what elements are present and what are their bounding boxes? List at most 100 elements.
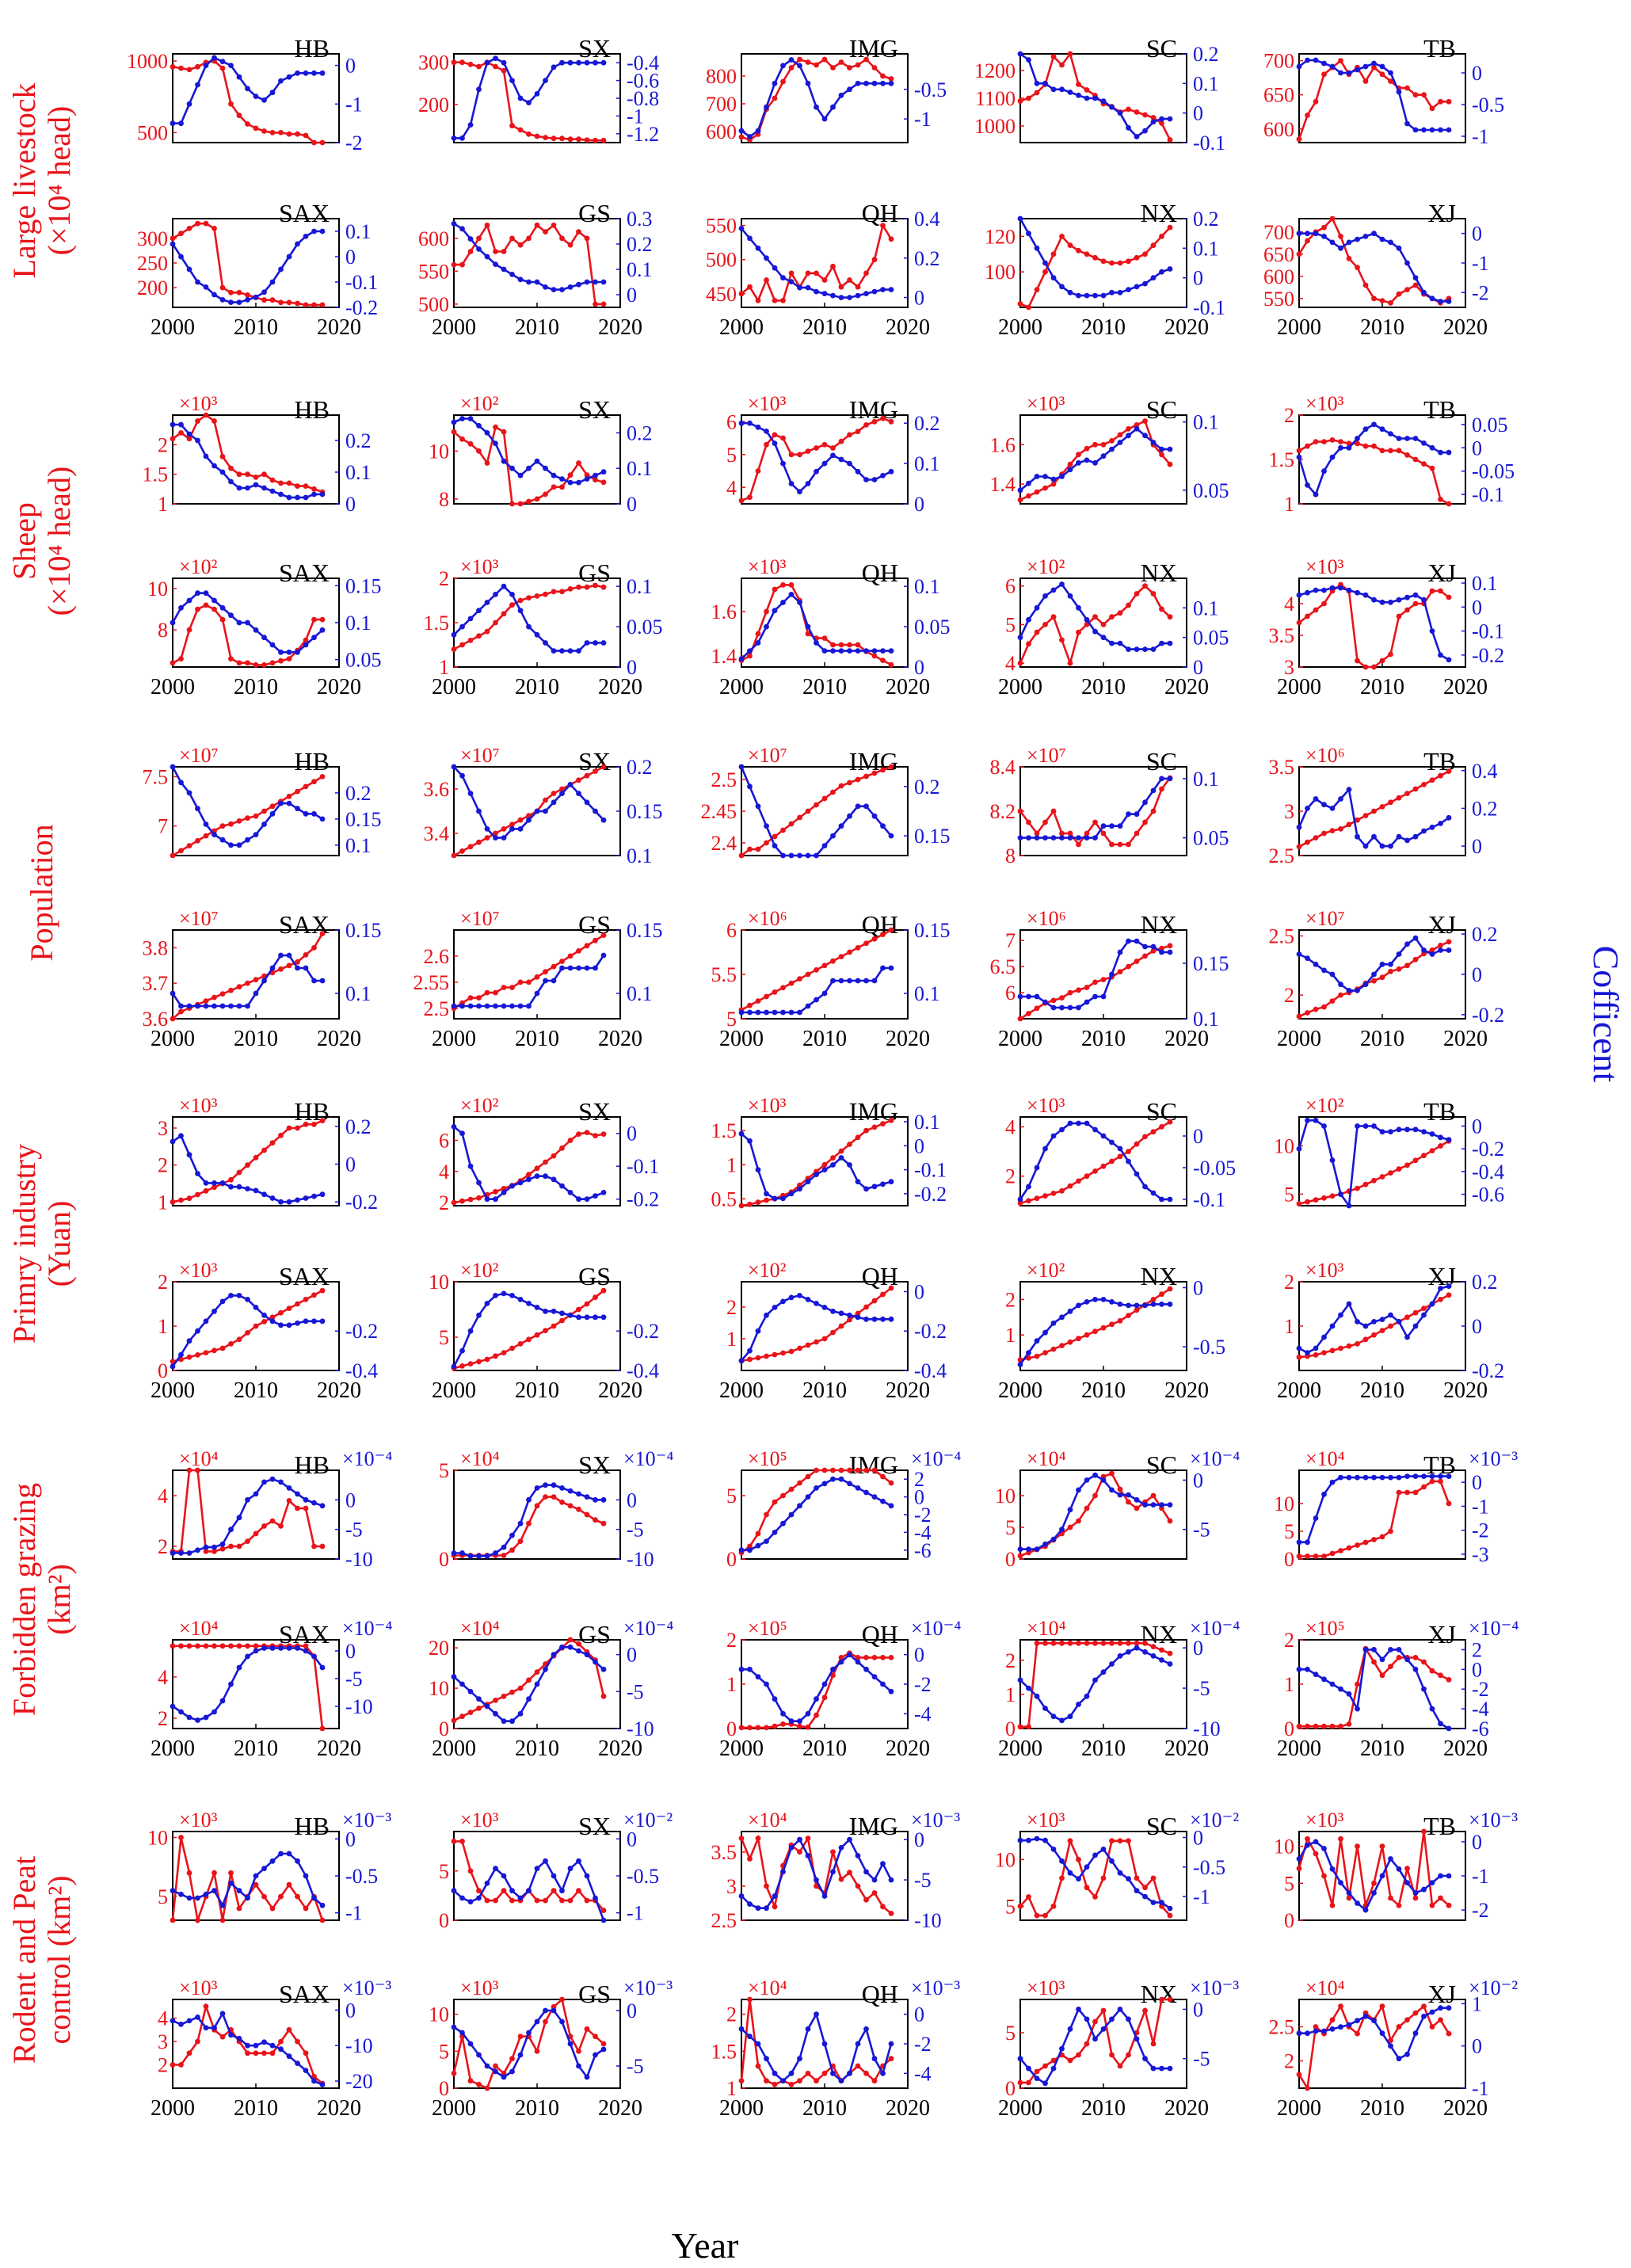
y-right-tick-label: -10 — [1193, 1717, 1221, 1740]
series-point-right — [1109, 104, 1115, 110]
series-point-left — [1379, 1843, 1385, 1850]
y-right-tick-label: -0.8 — [627, 87, 659, 110]
panel-frame — [172, 1469, 340, 1560]
series-point-left — [780, 1350, 786, 1356]
series-point-right — [780, 2078, 786, 2084]
series-point-left — [467, 844, 474, 850]
y-left-tick-label: 10 — [147, 1826, 168, 1849]
series-point-right — [451, 1124, 457, 1130]
series-point-left — [764, 1883, 769, 1889]
y-left-tick-label: 1 — [158, 493, 168, 516]
x-tick-label: 2000 — [998, 315, 1042, 340]
y-left-tick-label: 4 — [158, 2007, 168, 2030]
series-point-right — [543, 1308, 548, 1314]
series-point-left — [278, 1893, 284, 1900]
series-point-right — [1117, 1653, 1123, 1659]
series-point-left — [269, 660, 276, 666]
series-point-left — [1296, 1201, 1302, 1206]
series-point-left — [269, 2050, 276, 2056]
y-left-tick-label: 8.4 — [990, 756, 1016, 779]
series-point-right — [1167, 1196, 1173, 1203]
series-point-right — [830, 1476, 836, 1482]
y-left-tick-label: 5 — [726, 444, 737, 467]
series-point-right — [543, 978, 548, 984]
series-point-left — [1412, 2010, 1419, 2016]
series-point-right — [1355, 1706, 1360, 1712]
series-point-right — [1026, 57, 1031, 63]
series-point-right — [253, 1187, 259, 1194]
series-point-right — [559, 1485, 565, 1491]
y-right-multiplier: ×10⁻⁴ — [1190, 1617, 1240, 1640]
y-right-tick-label: 0.1 — [1193, 768, 1219, 791]
x-tick-label: 2000 — [998, 1378, 1042, 1403]
panel-frame — [453, 1469, 621, 1560]
series-point-left — [576, 2048, 581, 2054]
series-point-right — [311, 2078, 317, 2084]
series-point-right — [788, 57, 795, 63]
series-point-right — [203, 2025, 209, 2031]
y-right-tick-label: 0.05 — [1193, 827, 1229, 850]
series-point-left — [747, 1725, 753, 1731]
series-point-right — [245, 1653, 250, 1660]
right-axis-title: Cofficent — [1586, 946, 1626, 1083]
series-point-left — [780, 78, 786, 85]
series-point-left — [509, 123, 515, 129]
series-point-left — [228, 987, 234, 993]
y-left-multiplier: ×10² — [460, 392, 499, 415]
y-left-tick-label: 4 — [1005, 1115, 1016, 1138]
series-point-left — [1109, 614, 1115, 620]
series-point-left — [1117, 1153, 1123, 1160]
series-point-right — [1296, 2030, 1302, 2037]
y-left-tick-label: 500 — [137, 121, 168, 144]
series-point-left — [855, 62, 861, 68]
series-point-right — [1067, 467, 1073, 473]
y-right-tick-label: -0.6 — [627, 70, 659, 93]
series-point-right — [1084, 292, 1090, 299]
series-point-left — [1438, 98, 1443, 105]
series-point-right — [1404, 2051, 1410, 2057]
series-point-left — [1429, 777, 1435, 783]
series-point-left — [880, 1291, 886, 1298]
series-point-left — [261, 808, 267, 814]
series-point-left — [219, 1917, 226, 1923]
series-point-right — [1296, 63, 1302, 70]
y-left-tick-label: 800 — [706, 65, 737, 88]
series-point-left — [1142, 2007, 1148, 2014]
y-right-tick-label: 0 — [1472, 223, 1482, 246]
series-point-right — [526, 1003, 532, 1009]
series-point-left — [821, 56, 828, 63]
series-point-right — [1296, 1666, 1302, 1672]
series-point-left — [584, 2026, 590, 2032]
y-left-tick-label: 1100 — [975, 87, 1016, 110]
series-point-right — [228, 1003, 234, 1009]
panel-frame — [1019, 1469, 1187, 1560]
series-point-right — [567, 1190, 574, 1195]
series-point-right — [303, 494, 309, 501]
series-point-right — [838, 1476, 844, 1482]
series-point-left — [1404, 607, 1410, 613]
series-point-right — [295, 2060, 300, 2067]
series-point-left — [1421, 92, 1427, 98]
y-left-multiplier: ×10² — [460, 1094, 499, 1117]
series-point-right — [738, 1009, 745, 1016]
series-point-right — [1159, 949, 1164, 955]
series-point-left — [467, 995, 474, 1001]
y-left-tick-label: 2.5 — [1269, 2015, 1295, 2038]
y-left-multiplier: ×10⁷ — [179, 907, 219, 930]
series-point-left — [551, 589, 557, 595]
panel-region-label: TB — [1423, 395, 1456, 424]
series-point-left — [1150, 808, 1157, 814]
series-point-right — [830, 452, 836, 459]
series-point-right — [1429, 951, 1435, 957]
series-point-right — [1355, 589, 1360, 596]
y-right-tick-label: -10 — [345, 1695, 373, 1718]
series-point-left — [501, 1350, 507, 1355]
series-point-left — [1117, 1640, 1123, 1646]
panel-region-label: NX — [1141, 1262, 1177, 1290]
series-point-left — [888, 1285, 894, 1291]
series-point-left — [838, 1323, 844, 1329]
series-point-left — [805, 631, 811, 637]
series-point-left — [501, 67, 507, 74]
series-point-right — [219, 837, 226, 843]
series-point-left — [245, 471, 250, 478]
